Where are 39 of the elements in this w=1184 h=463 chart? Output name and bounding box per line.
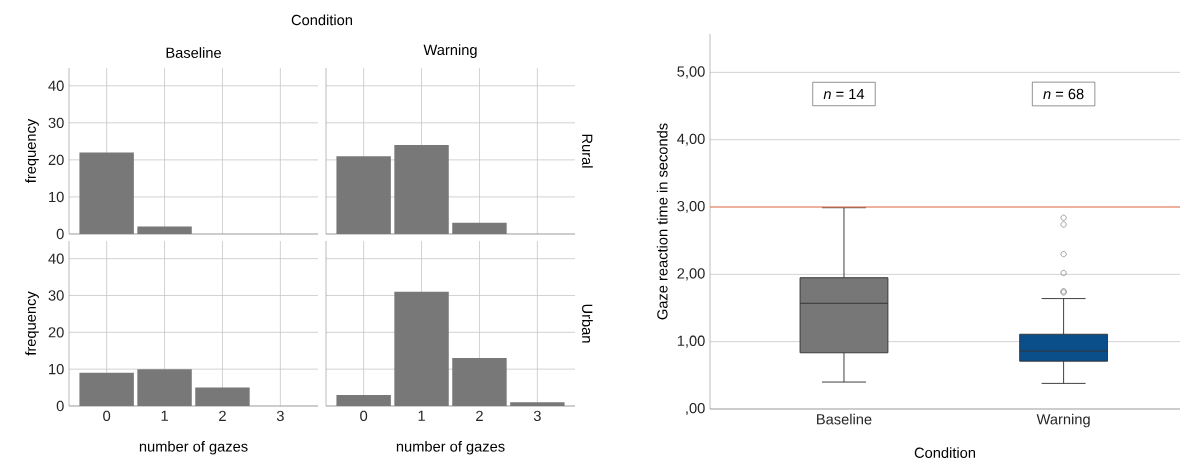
y-tick-label: 20 xyxy=(48,154,64,166)
y-tick-label: 1,00 xyxy=(677,335,705,348)
text: Condition xyxy=(291,14,352,26)
y-tick-label: 30 xyxy=(48,290,64,301)
x-tick-label: 2 xyxy=(219,410,226,421)
x-tick-label: 3 xyxy=(276,410,284,422)
chart-title: Baseline xyxy=(166,47,221,58)
y-tick-label: 10 xyxy=(49,191,64,203)
y-tick-label: 3,00 xyxy=(677,200,705,214)
x-tick-label: 0 xyxy=(103,410,111,422)
y-tick-label: 40 xyxy=(48,253,64,264)
x-tick-label: 2 xyxy=(476,410,483,421)
x-axis-title: number of gazes xyxy=(139,440,248,455)
text: Urban xyxy=(582,304,593,343)
x-tick-label: 0 xyxy=(360,410,368,422)
x-tick-label: 1 xyxy=(418,410,425,421)
y-axis-title: frequency xyxy=(25,291,39,356)
y-tick-label: ,00 xyxy=(686,402,705,416)
y-tick-label: 40 xyxy=(48,80,64,91)
x-tick-label: 1 xyxy=(161,410,168,421)
y-tick-label: 30 xyxy=(48,117,64,129)
annotation: n = 14 xyxy=(823,88,865,100)
y-axis-title: Gaze reaction time in seconds xyxy=(656,123,668,320)
y-tick-label: 5,00 xyxy=(677,66,705,79)
y-tick-label: 0 xyxy=(56,400,64,412)
annotation: n = 68 xyxy=(1043,88,1084,100)
y-tick-label: 20 xyxy=(48,327,64,338)
x-tick-label: 3 xyxy=(533,410,541,422)
y-tick-label: 0 xyxy=(56,228,64,240)
y-tick-label: 10 xyxy=(49,363,64,375)
y-axis-title: frequency xyxy=(25,118,39,183)
y-tick-label: 4,00 xyxy=(677,133,705,146)
text: Rural xyxy=(582,134,593,168)
x-tick-label: Baseline xyxy=(817,413,872,425)
x-tick-label: Warning xyxy=(1036,413,1090,428)
x-axis-title: Condition xyxy=(914,447,976,458)
chart-title: Warning xyxy=(423,44,477,58)
y-tick-label: 2,00 xyxy=(677,268,705,281)
x-axis-title: number of gazes xyxy=(396,440,505,455)
